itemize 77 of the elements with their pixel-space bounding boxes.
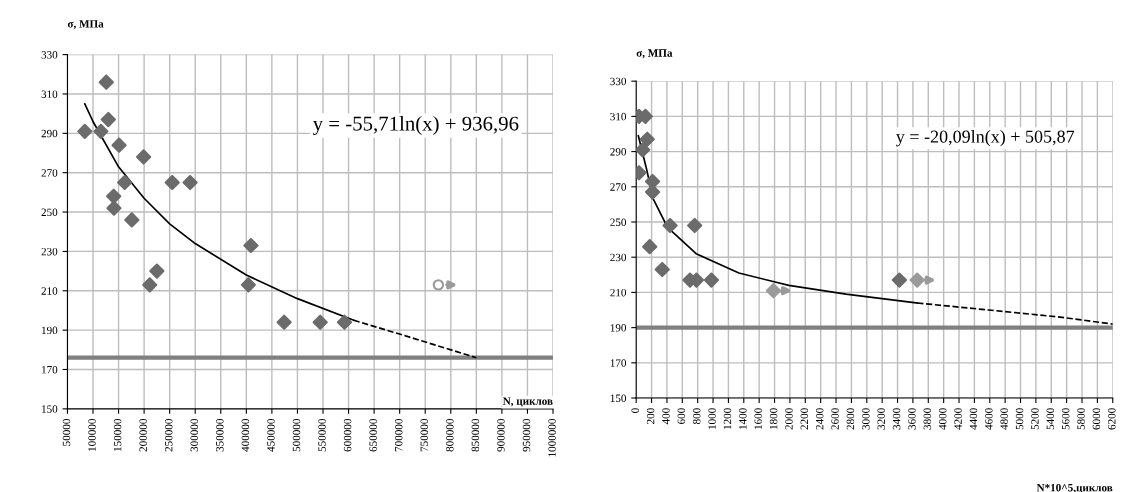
- x-tick-label: 2800: [846, 408, 855, 430]
- x-tick-label: 3200: [877, 408, 885, 430]
- y-tick-label: 310: [41, 90, 58, 98]
- x-tick-label: 5600: [1061, 408, 1070, 430]
- x-tick-label: 0: [631, 408, 639, 413]
- x-tick-label: 450000: [267, 419, 275, 452]
- x-tick-label: 900000: [497, 419, 505, 452]
- x-tick-label: 5400: [1046, 408, 1055, 430]
- x-tick-label: 4600: [985, 408, 993, 430]
- x-tick-label: 400: [662, 408, 670, 425]
- x-tick-label: 650000: [369, 419, 377, 452]
- y-tick-label: 210: [610, 288, 627, 297]
- x-tick-label: 800: [692, 408, 701, 424]
- x-tick-label: 50000: [62, 419, 71, 446]
- y-tick-label: 190: [42, 326, 58, 335]
- x-tick-label: 150000: [113, 419, 122, 451]
- x-tick-label: 4200: [954, 408, 962, 430]
- y-tick-label: 250: [41, 208, 58, 217]
- x-tick-label: 6200: [1108, 408, 1116, 430]
- y-tick-label: 210: [41, 287, 58, 295]
- x-tick-label: 750000: [420, 419, 429, 452]
- y-tick-label: 270: [41, 169, 58, 177]
- annotation: y = -20,09ln(x) + 505,87: [896, 130, 1075, 147]
- x-tick-label: 1200: [723, 408, 732, 429]
- x-tick-label: 600: [677, 408, 686, 424]
- y-axis-title: σ, МПа: [636, 49, 673, 59]
- x-tick-label: 5200: [1031, 408, 1039, 430]
- x-tick-label: 400000: [241, 419, 250, 452]
- x-tick-label: 4800: [1000, 408, 1008, 430]
- x-tick-label: 5000: [1015, 408, 1024, 430]
- y-tick-label: 330: [610, 77, 627, 86]
- x-tick-label: 4400: [969, 408, 978, 430]
- x-tick-label: 6000: [1092, 408, 1101, 430]
- x-tick-label: 3400: [892, 408, 901, 430]
- y-tick-label: 330: [41, 51, 58, 59]
- x-tick-label: 300000: [190, 419, 198, 452]
- x-tick-label: 700000: [394, 419, 403, 452]
- x-tick-label: 2600: [831, 408, 839, 430]
- y-axis-title: σ, МПа: [67, 20, 104, 30]
- x-tick-label: 2400: [815, 408, 824, 430]
- y-tick-label: 290: [41, 129, 58, 138]
- x-tick-label: 3800: [923, 408, 932, 430]
- x-axis-title: N, циклов: [502, 397, 553, 407]
- y-tick-label: 170: [42, 365, 58, 374]
- y-tick-label: 250: [610, 218, 627, 226]
- x-tick-label: 200000: [139, 419, 147, 452]
- x-tick-label: 800000: [446, 419, 454, 452]
- x-tick-label: 2200: [800, 408, 809, 430]
- x-tick-label: 550000: [318, 419, 326, 452]
- x-tick-label: 600000: [343, 419, 352, 452]
- y-tick-label: 290: [610, 148, 627, 156]
- y-tick-label: 270: [610, 183, 627, 191]
- x-tick-label: 2000: [785, 408, 793, 430]
- x-tick-label: 250000: [164, 419, 173, 452]
- y-tick-label: 150: [42, 405, 58, 413]
- y-tick-label: 230: [610, 253, 627, 262]
- x-tick-label: 850000: [471, 419, 480, 452]
- y-tick-label: 190: [610, 324, 627, 332]
- annotation: y = -55,71ln(x) + 936,96: [312, 115, 519, 135]
- y-tick-label: 170: [610, 359, 627, 367]
- x-tick-label: 350000: [216, 419, 224, 452]
- x-tick-label: 5800: [1077, 408, 1085, 430]
- x-tick-label: 1000000: [548, 419, 556, 457]
- y-tick-label: 150: [610, 394, 627, 402]
- x-tick-label: 500000: [292, 419, 301, 452]
- x-tick-label: 950000: [522, 419, 531, 452]
- x-tick-label: 1000: [708, 408, 716, 429]
- x-tick-label: 1800: [769, 408, 778, 429]
- x-tick-label: 100000: [88, 419, 96, 451]
- x-tick-label: 200: [646, 408, 655, 424]
- y-tick-label: 310: [610, 112, 627, 121]
- x-tick-label: 1600: [754, 408, 762, 429]
- x-tick-label: 4000: [938, 408, 947, 430]
- x-tick-label: 3000: [862, 408, 870, 430]
- x-tick-label: 3600: [908, 408, 916, 430]
- y-tick-label: 230: [41, 247, 58, 256]
- x-tick-label: 1400: [739, 408, 747, 429]
